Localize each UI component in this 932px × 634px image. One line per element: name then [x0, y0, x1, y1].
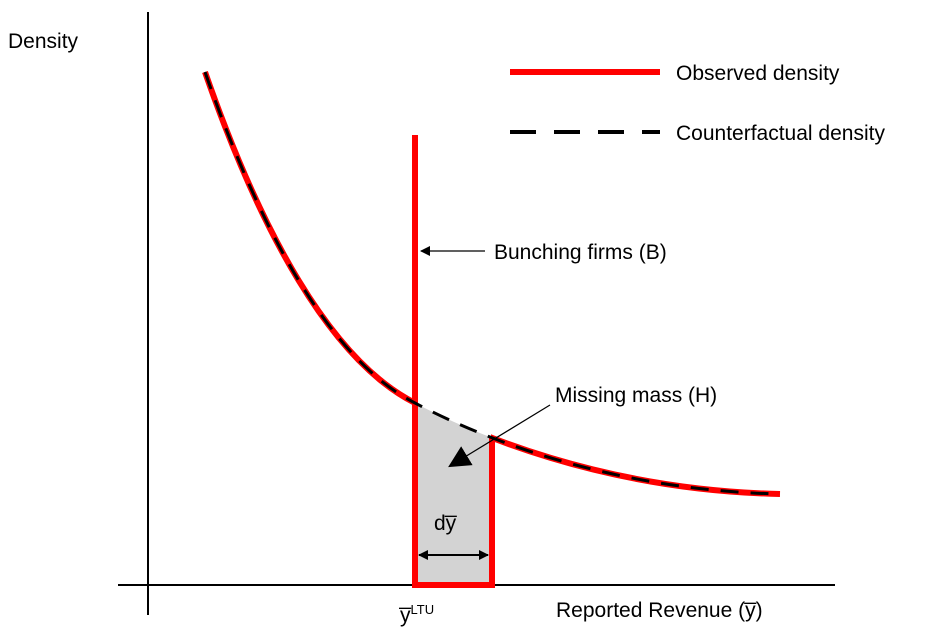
- threshold-sup: LTU: [411, 602, 435, 617]
- missing-mass-area: [415, 403, 492, 585]
- missing-arrow: [448, 404, 551, 468]
- y-axis-label: Density: [8, 30, 79, 53]
- threshold-base: y̅: [398, 604, 412, 627]
- threshold-label: y̅LTU: [398, 602, 434, 627]
- x-axis-label: Reported Revenue (y̅): [556, 599, 763, 622]
- missing-label: Missing mass (H): [555, 384, 717, 407]
- observed-bunching: [412, 135, 495, 588]
- counterfactual-curve: [203, 71, 781, 496]
- legend-counterfactual-label: Counterfactual density: [676, 122, 885, 145]
- width-label: dy̅: [434, 512, 458, 535]
- bunching-label: Bunching firms (B): [494, 241, 667, 264]
- legend-observed-label: Observed density: [676, 62, 840, 85]
